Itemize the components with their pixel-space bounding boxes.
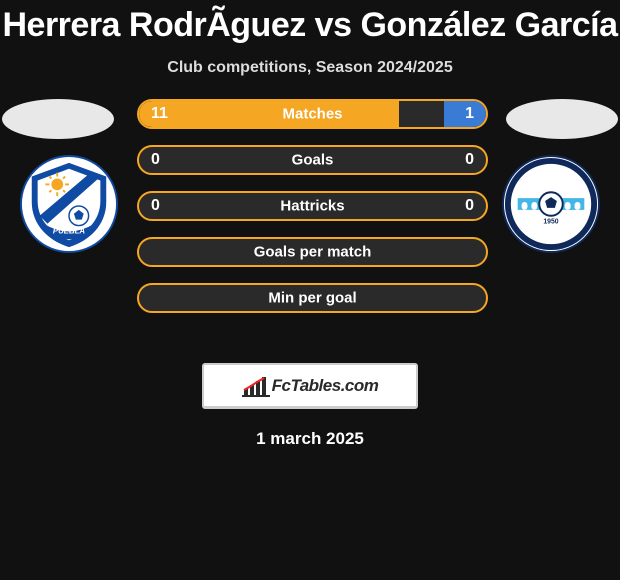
- bar-left-value: 0: [151, 151, 160, 169]
- left-team-badge: PUEBLA: [20, 155, 118, 253]
- stat-bar: 0 0 Goals: [137, 145, 488, 175]
- bar-label: Goals: [292, 152, 334, 169]
- date: 1 march 2025: [0, 429, 620, 449]
- puebla-badge-icon: PUEBLA: [20, 155, 118, 253]
- brand-box[interactable]: FcTables.com: [202, 363, 418, 409]
- page-title: Herrera RodrÃ­guez vs González García: [0, 0, 620, 45]
- left-player-ellipse: [2, 99, 114, 139]
- svg-text:PUEBLA: PUEBLA: [53, 226, 86, 235]
- right-team-badge: QUERETARO 1950 FUTBOL CLUB: [502, 155, 600, 253]
- bar-right-value: 0: [465, 197, 474, 215]
- bar-left-value: 0: [151, 197, 160, 215]
- comparison-area: PUEBLA QUERETARO: [0, 99, 620, 359]
- bar-right-value: 1: [465, 105, 474, 123]
- bar-left-value: 11: [151, 105, 168, 123]
- stat-bar: Goals per match: [137, 237, 488, 267]
- chart-icon: [242, 375, 270, 397]
- bar-label: Min per goal: [268, 290, 356, 307]
- queretaro-badge-icon: QUERETARO 1950 FUTBOL CLUB: [502, 155, 600, 253]
- bar-label: Goals per match: [254, 244, 372, 261]
- bar-fill-left: [139, 101, 399, 127]
- bar-right-value: 0: [465, 151, 474, 169]
- stat-bar: Min per goal: [137, 283, 488, 313]
- bar-label: Hattricks: [280, 198, 344, 215]
- subtitle: Club competitions, Season 2024/2025: [0, 59, 620, 77]
- right-player-ellipse: [506, 99, 618, 139]
- stat-bar: 0 0 Hattricks: [137, 191, 488, 221]
- bar-label: Matches: [282, 106, 342, 123]
- stat-bars: 111Matches00Goals00HattricksGoals per ma…: [137, 99, 488, 329]
- svg-text:1950: 1950: [543, 219, 558, 226]
- stat-bar: 111Matches: [137, 99, 488, 129]
- brand-text: FcTables.com: [272, 376, 379, 396]
